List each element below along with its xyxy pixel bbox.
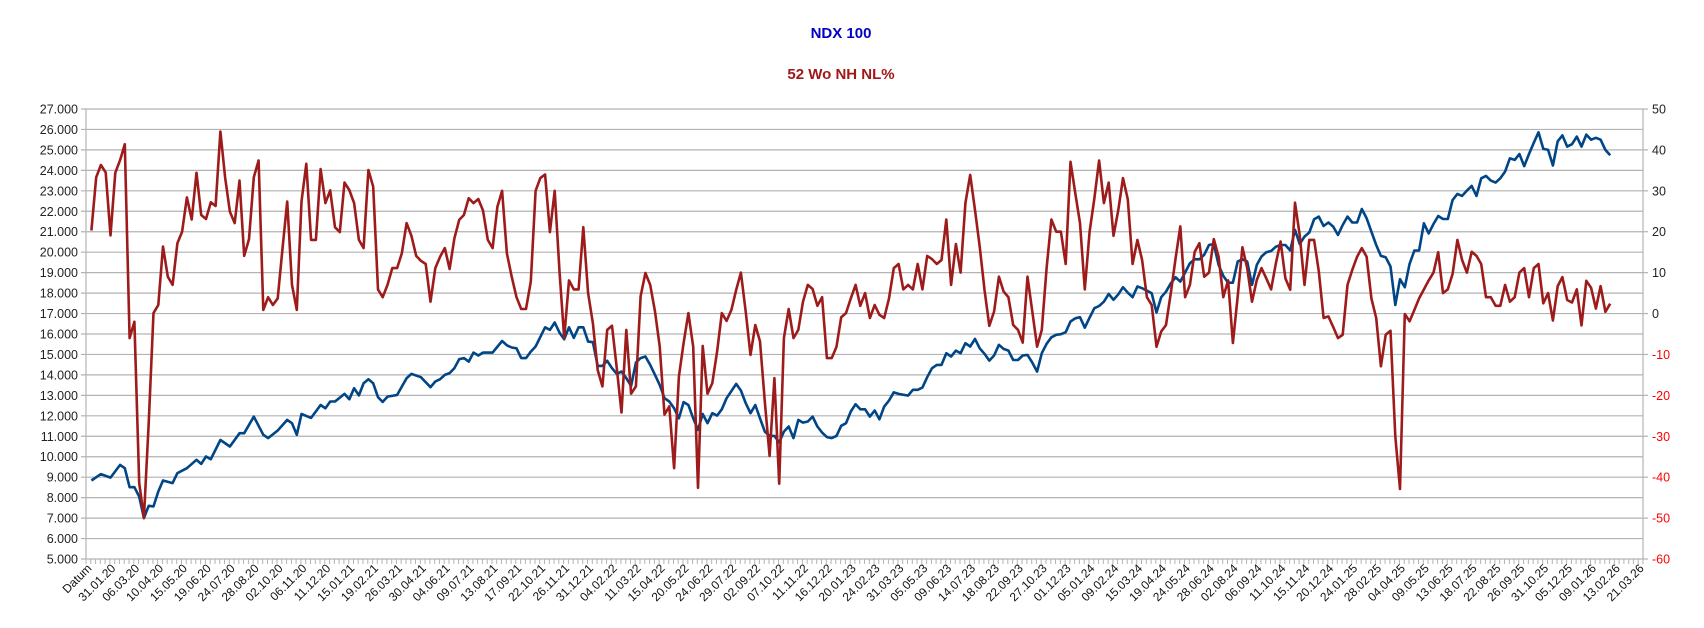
left-tick-label: 21.000 — [40, 225, 78, 239]
x-axis-labels: Datum31.01.2006.03.2010.04.2015.05.2019.… — [60, 561, 1647, 604]
series-line-ndx100 — [90, 131, 1612, 520]
series-lines — [90, 130, 1612, 520]
left-tick-label: 24.000 — [40, 164, 78, 178]
left-tick-label: 11.000 — [41, 430, 78, 444]
right-axis-labels: -60 -50 -40 -30 -20 -10 0 10 20 30 40 50 — [1652, 103, 1670, 567]
left-tick-label: 5.000 — [47, 553, 78, 567]
right-tick-label: -20 — [1652, 389, 1670, 403]
left-tick-label: 19.000 — [40, 266, 78, 280]
left-tick-label: 20.000 — [40, 246, 78, 260]
right-tick-label: 50 — [1652, 103, 1666, 117]
chart-title: NDX 100 — [811, 25, 872, 42]
left-tick-label: 13.000 — [40, 389, 78, 403]
right-tick-label: -10 — [1652, 348, 1670, 362]
right-tick-label: -30 — [1652, 430, 1670, 444]
left-tick-label: 8.000 — [47, 491, 78, 505]
right-tick-label: -40 — [1652, 471, 1670, 485]
left-tick-label: 16.000 — [40, 328, 78, 342]
right-tick-label: 0 — [1652, 307, 1659, 321]
right-tick-label: -50 — [1652, 512, 1670, 526]
right-tick-label: 20 — [1652, 225, 1666, 239]
left-tick-label: 18.000 — [40, 287, 78, 301]
left-tick-label: 12.000 — [40, 409, 78, 423]
left-tick-label: 25.000 — [40, 143, 78, 157]
left-tick-label: 17.000 — [40, 307, 78, 321]
category-ticks — [85, 559, 1644, 564]
left-tick-label: 9.000 — [47, 471, 78, 485]
left-axis-labels: 5.000 6.000 7.000 8.000 9.000 10.000 11.000 12.… — [40, 103, 78, 567]
left-tick-label: 14.000 — [40, 368, 78, 382]
right-tick-label: 30 — [1652, 184, 1666, 198]
right-tick-label: -60 — [1652, 553, 1670, 567]
left-tick-label: 15.000 — [40, 348, 78, 362]
axes — [85, 108, 1648, 564]
left-tick-label: 6.000 — [47, 532, 78, 546]
left-tick-label: 26.000 — [40, 123, 78, 137]
chart-subtitle: 52 Wo NH NL% — [787, 66, 894, 83]
gridlines — [81, 108, 1643, 560]
right-tick-label: 10 — [1652, 266, 1666, 280]
left-tick-label: 23.000 — [40, 184, 78, 198]
left-tick-label: 22.000 — [40, 205, 78, 219]
left-tick-label: 27.000 — [40, 103, 78, 117]
left-tick-label: 10.000 — [40, 450, 78, 464]
series-line-52wo-nh-nl — [90, 130, 1612, 520]
left-tick-label: 7.000 — [47, 512, 78, 526]
right-tick-label: 40 — [1652, 143, 1666, 157]
